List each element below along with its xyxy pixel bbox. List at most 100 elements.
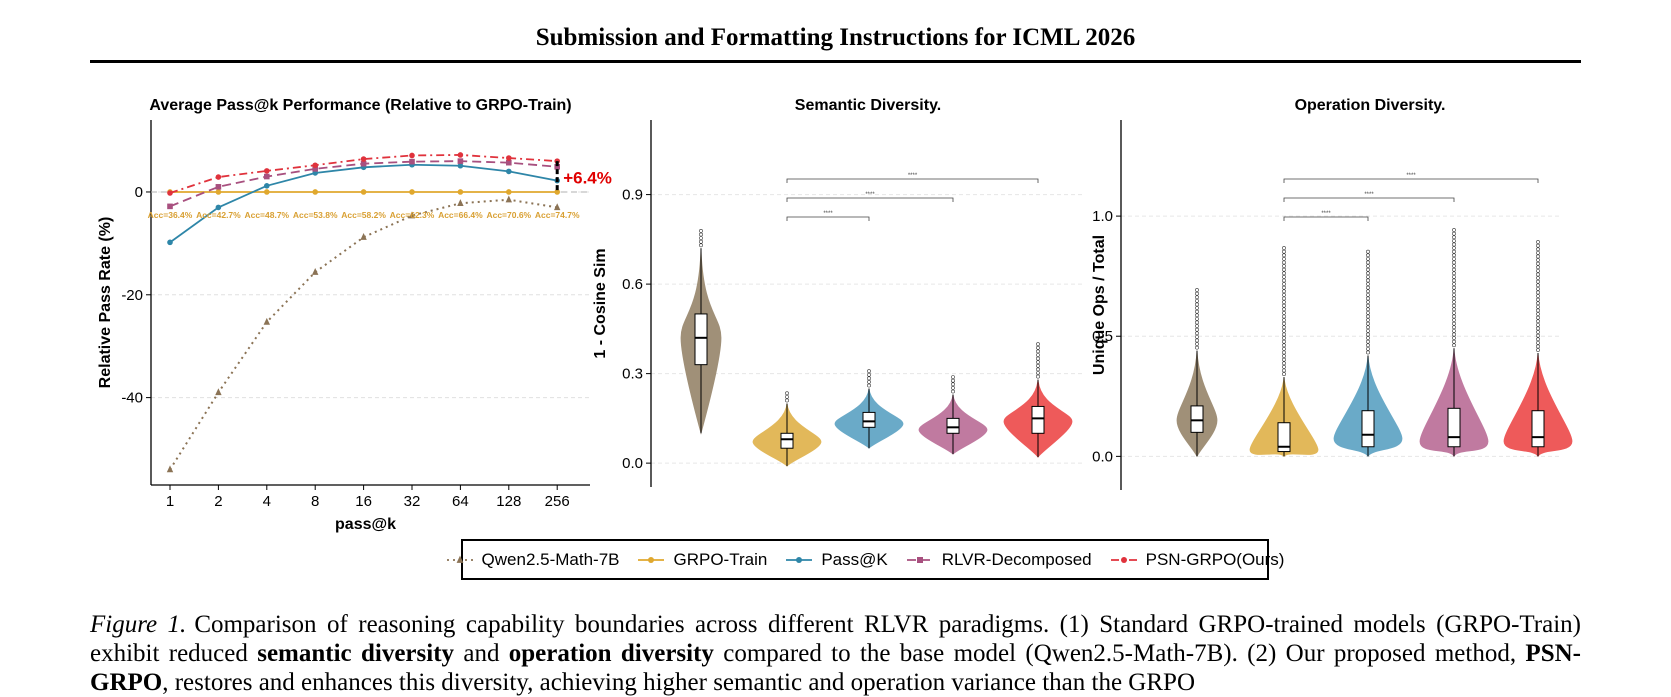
outlier-point — [1282, 246, 1286, 250]
outlier-point — [1452, 260, 1456, 265]
x-tick-label: 2 — [214, 493, 222, 510]
significance-bracket — [1283, 216, 1369, 221]
outlier-point — [1282, 274, 1286, 279]
legend-swatch — [1110, 556, 1137, 563]
caption-text-2: and — [454, 640, 509, 667]
outlier-point — [1366, 292, 1370, 297]
data-point — [554, 189, 560, 195]
data-point — [360, 160, 367, 167]
outlier-point — [1452, 300, 1456, 304]
improvement-annotation: +6.4% — [563, 169, 612, 188]
outlier-point — [1452, 292, 1456, 297]
outlier-point — [1452, 278, 1456, 283]
outlier-point — [1195, 302, 1199, 307]
violin-qwen2-5-math-7b — [680, 229, 722, 435]
y-axis-label: Unique Ops / Total — [1091, 235, 1108, 375]
legend-item-rlvr-decomposed: RLVR-Decomposed — [906, 550, 1092, 570]
outlier-point — [1036, 367, 1040, 372]
series-rlvr-decomposed — [167, 158, 560, 210]
caption-text-4: , restores and enhances this diversity, … — [162, 669, 1195, 696]
outlier-point — [1452, 325, 1456, 330]
data-point — [264, 189, 270, 195]
data-point — [360, 233, 367, 240]
x-tick-label: 1 — [166, 493, 174, 510]
outlier-point — [1036, 345, 1040, 350]
violin-qwen2-5-math-7b — [1176, 288, 1218, 458]
outlier-point — [1452, 336, 1456, 340]
violin-grpo-train — [1249, 246, 1319, 458]
outlier-point — [1195, 298, 1199, 303]
outlier-point — [1195, 295, 1199, 300]
y-tick-label: -20 — [121, 287, 143, 304]
outlier-point — [1536, 261, 1540, 266]
significance-bracket — [1283, 178, 1539, 183]
outlier-point — [1366, 336, 1370, 340]
caption-text-3: compared to the base model (Qwen2.5-Math… — [713, 640, 1526, 667]
box — [1031, 405, 1045, 434]
outlier-point — [1452, 228, 1456, 232]
outlier-point — [1366, 282, 1370, 286]
outlier-point — [1366, 264, 1370, 268]
outlier-point — [1195, 331, 1199, 336]
y-axis-label: 1 - Cosine Sim — [592, 248, 609, 358]
outlier-point — [1282, 343, 1286, 348]
outlier-point — [951, 375, 955, 380]
outlier-point — [1282, 271, 1286, 276]
data-point — [312, 162, 319, 169]
outlier-point — [1366, 278, 1370, 283]
outlier-point — [1195, 316, 1199, 321]
semantic-diversity-chart: Semantic Diversity. 0.0 0.3 0.6 0.9 1 - Cosin… — [592, 97, 1085, 487]
outlier-point — [1282, 264, 1286, 268]
y-tick-label: 1.0 — [1092, 208, 1113, 225]
outlier-point — [1366, 339, 1370, 344]
outlier-point — [1366, 346, 1370, 351]
outlier-point — [1036, 374, 1040, 379]
outlier-point — [1366, 318, 1370, 322]
data-point — [360, 189, 367, 195]
data-point — [506, 159, 512, 166]
outlier-point — [1366, 271, 1370, 276]
semantic-diversity-title: Semantic Diversity. — [795, 97, 941, 114]
pass-at-k-title: Average Pass@k Performance (Relative to … — [149, 97, 571, 114]
box — [1361, 410, 1375, 448]
significance-bracket — [786, 197, 954, 202]
series-grpo-train — [167, 189, 560, 195]
outlier-point — [1282, 314, 1286, 319]
legend-swatch-marker — [916, 556, 923, 563]
outlier-point — [1452, 242, 1456, 247]
outlier-point — [1536, 337, 1540, 342]
data-point — [215, 388, 222, 396]
figure-legend: Qwen2.5-Math-7B GRPO-Train Pass@K RLVR-Deco… — [446, 539, 1284, 580]
outlier-point — [1195, 324, 1199, 328]
outlier-point — [1452, 274, 1456, 279]
outlier-point — [1366, 296, 1370, 301]
outlier-point — [1366, 260, 1370, 265]
outlier-point — [1536, 344, 1540, 349]
outlier-point — [1036, 353, 1040, 357]
outlier-point — [785, 394, 789, 399]
outlier-point — [867, 369, 871, 374]
data-point — [554, 203, 561, 211]
data-point — [264, 173, 270, 180]
outlier-point — [1452, 238, 1456, 243]
legend-swatch — [638, 556, 665, 563]
series-pass-k — [167, 161, 560, 246]
outlier-point — [1536, 330, 1540, 334]
outlier-point — [951, 389, 955, 394]
accuracy-label: Acc=36.4% — [148, 210, 193, 220]
outlier-point — [1452, 246, 1456, 250]
outlier-point — [785, 391, 789, 396]
outlier-point — [1366, 321, 1370, 326]
outlier-point — [1452, 285, 1456, 290]
outlier-point — [1282, 372, 1286, 376]
outlier-point — [1452, 231, 1456, 236]
outlier-point — [1282, 332, 1286, 337]
outlier-point — [1452, 332, 1456, 337]
outlier-point — [1282, 339, 1286, 344]
violin-grpo-train — [752, 391, 822, 467]
outlier-point — [1282, 350, 1286, 355]
outlier-point — [1452, 307, 1456, 312]
x-tick-label: 8 — [311, 493, 319, 510]
legend-label: GRPO-Train — [673, 549, 768, 569]
outlier-point — [1366, 332, 1370, 337]
